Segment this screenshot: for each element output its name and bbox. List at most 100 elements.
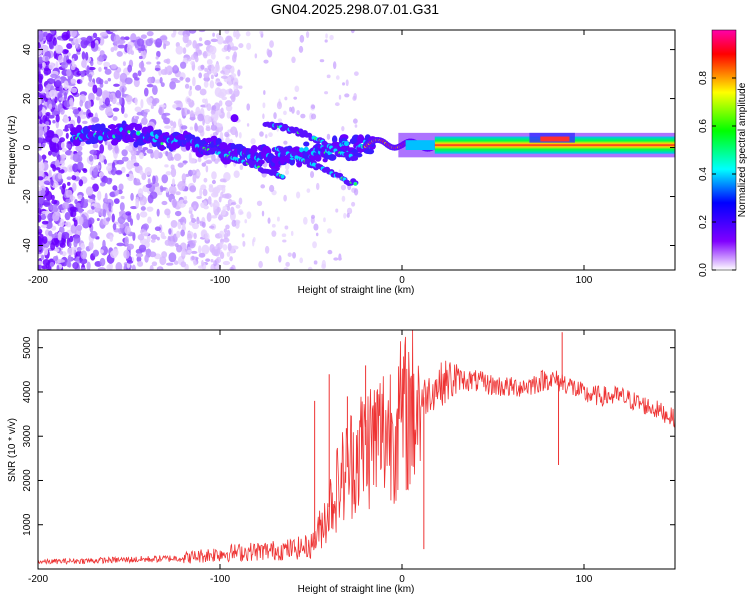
noise-blob (152, 85, 158, 96)
noise-blob (102, 208, 107, 218)
noise-blob (189, 185, 197, 193)
spectrogram-ylabel: Frequency (Hz) (7, 116, 18, 185)
track-core (160, 142, 164, 146)
noise-blob (224, 131, 230, 138)
noise-blob (319, 59, 325, 63)
noise-blob (145, 183, 152, 188)
noise-blob (92, 249, 99, 257)
noise-blob (137, 260, 144, 267)
noise-blob (42, 62, 46, 69)
noise-blob (211, 105, 217, 111)
noise-blob (57, 54, 64, 64)
noise-blob (38, 75, 43, 84)
noise-blob (346, 212, 350, 218)
x-tick-label: -200 (28, 275, 48, 286)
track-core (353, 182, 357, 186)
noise-blob (106, 264, 112, 270)
noise-blob (93, 167, 99, 176)
noise-blob (165, 65, 173, 76)
noise-blob (144, 166, 152, 176)
noise-blob (130, 218, 134, 226)
noise-blob (193, 232, 197, 240)
noise-blob (72, 108, 80, 115)
noise-blob (55, 114, 60, 123)
noise-blob (70, 224, 77, 234)
noise-blob (59, 108, 65, 115)
noise-blob (192, 239, 197, 244)
noise-blob (70, 87, 78, 94)
noise-blob (48, 230, 53, 237)
noise-blob (312, 241, 317, 249)
noise-blob (90, 40, 96, 49)
noise-blob (340, 184, 347, 191)
noise-blob (219, 240, 224, 249)
noise-blob (38, 123, 44, 127)
noise-blob (139, 170, 144, 176)
noise-blob (188, 30, 197, 34)
noise-blob (48, 39, 54, 49)
noise-blob (39, 104, 43, 111)
noise-blob (59, 137, 66, 143)
noise-blob (175, 45, 184, 55)
noise-blob (43, 68, 52, 76)
noise-blob (324, 91, 329, 95)
noise-blob (163, 43, 167, 50)
noise-blob (142, 146, 149, 151)
noise-blob (113, 45, 118, 51)
noise-blob (245, 31, 251, 37)
band-core (405, 140, 435, 150)
noise-blob (115, 262, 123, 270)
noise-blob (216, 82, 223, 87)
noise-blob (99, 31, 108, 37)
noise-blob (168, 252, 177, 263)
noise-blob (41, 143, 45, 149)
noise-blob (190, 250, 198, 254)
noise-blob (65, 132, 69, 139)
noise-blob (121, 166, 126, 174)
noise-blob (186, 233, 193, 241)
noise-blob (146, 148, 154, 154)
noise-blob (183, 195, 188, 201)
noise-blob (146, 83, 154, 88)
noise-blob (211, 154, 216, 162)
noise-blob (92, 84, 98, 94)
noise-blob (299, 34, 305, 43)
noise-blob (79, 141, 85, 147)
noise-blob (210, 52, 216, 60)
noise-blob (73, 240, 78, 248)
noise-blob (48, 169, 52, 177)
track-blob (304, 158, 311, 164)
noise-blob (109, 191, 116, 198)
noise-blob (246, 211, 252, 220)
noise-blob (315, 182, 320, 191)
noise-blob (211, 171, 217, 180)
noise-blob (102, 201, 109, 212)
noise-blob (38, 260, 43, 265)
noise-blob (307, 266, 313, 270)
noise-blob (310, 113, 317, 120)
noise-blob (212, 32, 215, 37)
noise-blob (87, 112, 94, 118)
noise-blob (281, 233, 287, 238)
noise-blob (80, 242, 86, 250)
track-core (97, 135, 103, 141)
noise-blob (130, 192, 134, 201)
noise-blob (64, 222, 69, 226)
noise-blob (98, 78, 104, 85)
noise-blob (67, 181, 71, 186)
noise-blob (190, 54, 196, 61)
snr-line (38, 330, 675, 565)
noise-blob (202, 118, 205, 126)
x-tick-label: -200 (28, 574, 48, 585)
noise-blob (57, 231, 63, 241)
noise-blob (196, 171, 201, 177)
noise-blob (189, 85, 192, 91)
noise-blob (199, 129, 205, 137)
noise-blob (143, 108, 150, 113)
noise-blob (51, 137, 60, 143)
noise-blob (210, 124, 218, 131)
noise-blob (62, 128, 70, 132)
track-blob (127, 137, 136, 143)
noise-blob (63, 49, 69, 53)
noise-blob (186, 56, 192, 62)
